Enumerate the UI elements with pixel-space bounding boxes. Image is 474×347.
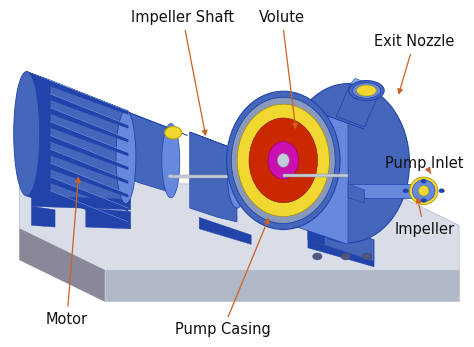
Ellipse shape [228, 146, 246, 208]
Text: Pump Inlet: Pump Inlet [385, 156, 464, 174]
Polygon shape [199, 217, 251, 244]
Polygon shape [50, 108, 128, 142]
Polygon shape [283, 174, 348, 177]
Polygon shape [350, 78, 383, 94]
Polygon shape [190, 132, 237, 222]
Circle shape [362, 253, 372, 260]
Ellipse shape [410, 177, 438, 205]
Ellipse shape [249, 118, 318, 203]
Polygon shape [336, 84, 379, 127]
Polygon shape [50, 135, 128, 170]
Polygon shape [126, 111, 187, 135]
Polygon shape [348, 184, 424, 198]
Ellipse shape [352, 83, 381, 98]
Ellipse shape [417, 178, 430, 203]
Polygon shape [126, 111, 171, 193]
Ellipse shape [419, 181, 429, 201]
Polygon shape [171, 175, 327, 178]
Circle shape [421, 198, 427, 203]
Ellipse shape [287, 84, 410, 243]
Polygon shape [50, 94, 128, 129]
Polygon shape [308, 240, 374, 267]
Polygon shape [50, 80, 128, 115]
Polygon shape [282, 99, 365, 129]
Polygon shape [31, 206, 55, 227]
Ellipse shape [419, 186, 429, 196]
Text: Motor: Motor [46, 178, 88, 327]
Polygon shape [50, 149, 128, 184]
Polygon shape [50, 191, 128, 225]
Ellipse shape [349, 81, 384, 101]
Circle shape [164, 127, 182, 139]
Ellipse shape [412, 180, 435, 202]
Polygon shape [50, 177, 128, 212]
Text: Pump Casing: Pump Casing [175, 219, 271, 337]
Circle shape [341, 253, 350, 260]
Polygon shape [348, 184, 365, 203]
Ellipse shape [268, 142, 299, 179]
Polygon shape [19, 184, 459, 270]
Polygon shape [50, 122, 128, 156]
Ellipse shape [168, 175, 173, 178]
Polygon shape [308, 215, 374, 262]
Ellipse shape [231, 97, 335, 223]
Text: Impeller Shaft: Impeller Shaft [131, 10, 234, 135]
Circle shape [439, 189, 445, 193]
Ellipse shape [14, 71, 40, 196]
Circle shape [313, 253, 322, 260]
Ellipse shape [162, 124, 180, 198]
Text: Impeller: Impeller [394, 198, 455, 237]
Polygon shape [50, 163, 128, 198]
Circle shape [421, 179, 427, 183]
Polygon shape [31, 196, 131, 210]
Polygon shape [27, 71, 128, 111]
Polygon shape [50, 80, 128, 205]
Ellipse shape [277, 153, 289, 167]
Text: Exit Nozzle: Exit Nozzle [374, 34, 455, 93]
Ellipse shape [356, 85, 376, 96]
Ellipse shape [116, 110, 136, 204]
Circle shape [403, 189, 409, 193]
Ellipse shape [237, 104, 329, 217]
Text: Volute: Volute [259, 10, 305, 128]
Ellipse shape [227, 91, 340, 229]
Polygon shape [308, 215, 324, 244]
Polygon shape [282, 99, 348, 244]
Polygon shape [105, 270, 459, 302]
Polygon shape [19, 229, 105, 302]
Polygon shape [27, 71, 50, 205]
Polygon shape [190, 132, 251, 155]
Polygon shape [27, 71, 128, 111]
Polygon shape [86, 208, 131, 229]
